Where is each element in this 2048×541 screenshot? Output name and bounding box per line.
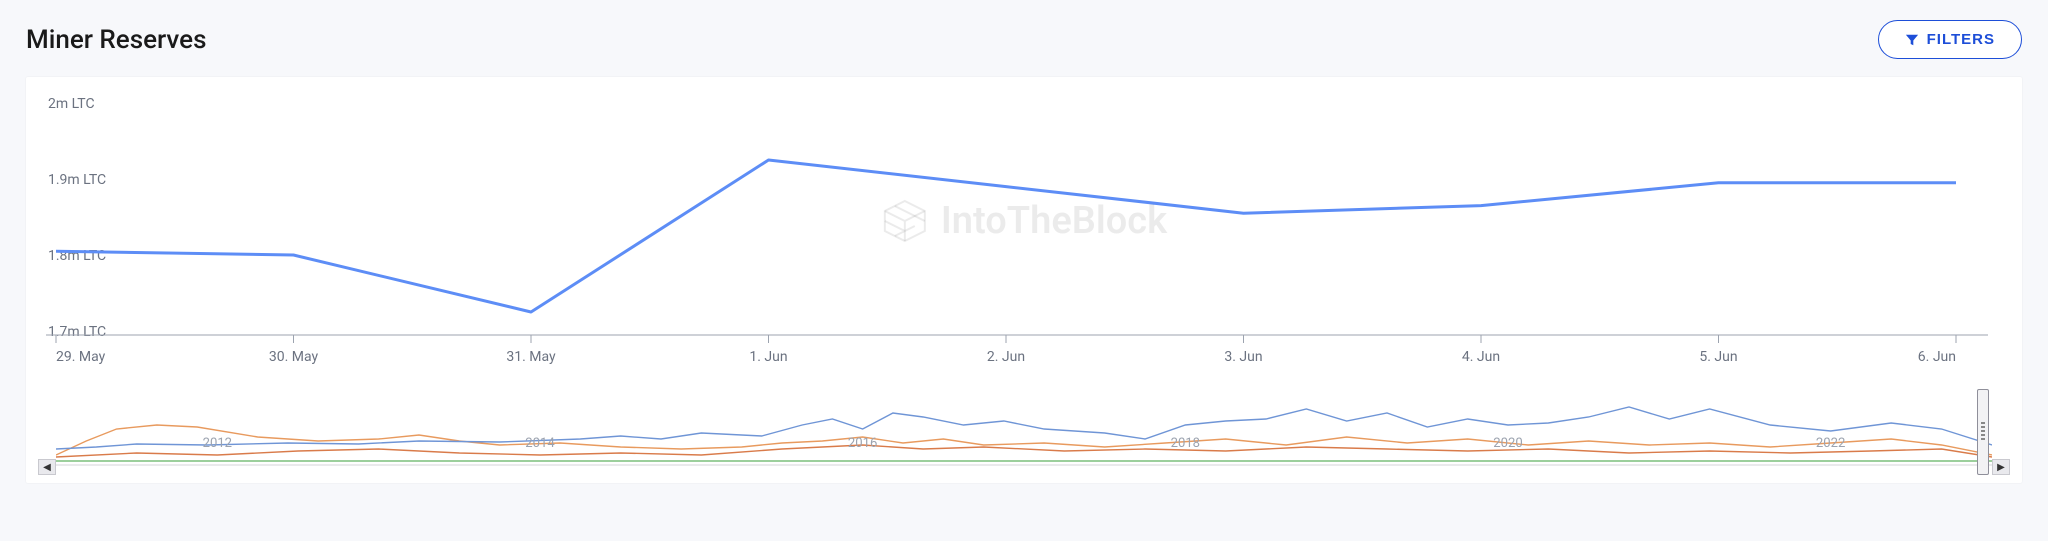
navigator-chart[interactable]: 2012 2014 2016 2018 2020 2022 xyxy=(56,389,1992,475)
y-axis-tick-label: 2m LTC xyxy=(48,96,95,112)
filters-button[interactable]: FILTERS xyxy=(1878,20,2022,59)
x-axis-tick-label: 6. Jun xyxy=(1918,349,1956,365)
x-axis-tick-label: 29. May xyxy=(56,349,106,365)
main-series-line xyxy=(56,160,1956,312)
navigator-handle[interactable] xyxy=(1977,389,1989,475)
nav-year-label: 2016 xyxy=(848,436,877,451)
nav-year-label: 2020 xyxy=(1493,436,1522,451)
filters-button-label: FILTERS xyxy=(1927,31,1995,48)
x-axis-tick-label: 5. Jun xyxy=(1699,349,1737,365)
nav-year-label: 2022 xyxy=(1816,436,1845,451)
header: Miner Reserves FILTERS xyxy=(26,20,2022,59)
x-axis-tick-label: 2. Jun xyxy=(987,349,1025,365)
x-axis-tick-label: 3. Jun xyxy=(1224,349,1262,365)
nav-year-label: 2012 xyxy=(203,436,232,451)
nav-series-orange2 xyxy=(56,445,1992,457)
y-axis-tick-label: 1.7m LTC xyxy=(48,324,106,340)
y-axis-tick-label: 1.9m LTC xyxy=(48,172,106,188)
nav-year-label: 2018 xyxy=(1171,436,1200,451)
x-axis-tick-label: 1. Jun xyxy=(749,349,787,365)
x-axis-tick-label: 30. May xyxy=(269,349,319,365)
x-axis-tick-label: 4. Jun xyxy=(1462,349,1500,365)
main-line-chart[interactable]: IntoTheBlock 2m LTC1.9m LTC1.8m LTC1.7m … xyxy=(38,95,2010,375)
navigator: ◀ 2012 2014 2016 2018 2020 2022 ▶ xyxy=(38,389,2010,475)
nav-year-label: 2014 xyxy=(525,436,555,451)
navigator-scroll-right-button[interactable]: ▶ xyxy=(1992,459,2010,475)
navigator-scroll-left-button[interactable]: ◀ xyxy=(38,459,56,475)
x-axis-tick-label: 31. May xyxy=(506,349,556,365)
chart-card: IntoTheBlock 2m LTC1.9m LTC1.8m LTC1.7m … xyxy=(26,77,2022,483)
page-title: Miner Reserves xyxy=(26,25,206,55)
funnel-icon xyxy=(1905,33,1919,47)
